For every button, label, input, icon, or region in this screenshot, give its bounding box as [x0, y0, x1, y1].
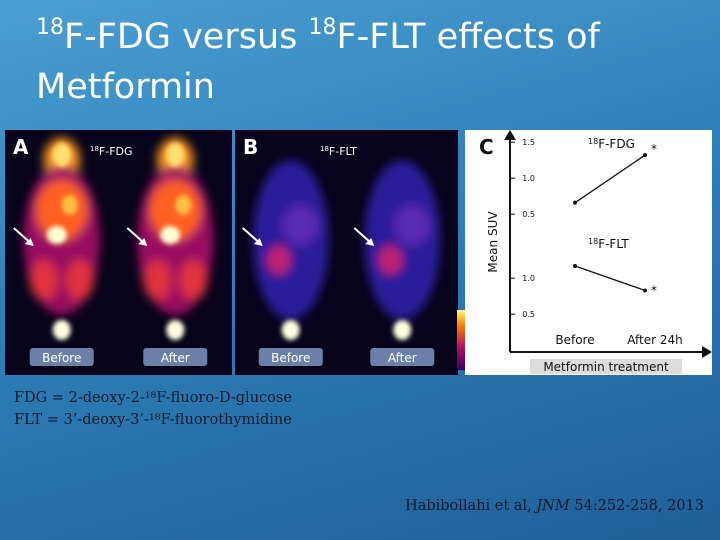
slide-title: 18F-FDG versus 18F-FLT effects of Metfor… — [36, 12, 676, 112]
blob — [29, 260, 58, 300]
image-label-bg — [258, 348, 323, 366]
superscript: 18 — [588, 137, 598, 146]
body-glow — [364, 160, 441, 320]
image-label: After — [388, 351, 417, 365]
citation: Habibollahi et al, JNM 54:252-258, 2013 — [405, 498, 704, 514]
blob — [394, 205, 431, 245]
y-tick-label: 1.5 — [522, 138, 535, 147]
image-label-bg — [29, 348, 94, 366]
body-glow — [252, 160, 329, 320]
blob — [282, 205, 319, 245]
arrow-head — [365, 238, 375, 246]
arrow-head — [24, 238, 34, 246]
blob — [65, 260, 94, 300]
data-point — [573, 200, 577, 205]
spot — [393, 320, 412, 340]
hot-spots — [46, 143, 78, 340]
pet-image — [353, 160, 441, 340]
arrow-head — [138, 238, 148, 246]
y-tick-label: 0.5 — [522, 210, 535, 219]
panel-label: B — [243, 135, 258, 159]
spot — [281, 320, 300, 340]
x-tick-label: Before — [555, 333, 594, 347]
image-label-bg — [370, 348, 435, 366]
title-text: F-FLT effects of Metformin — [36, 17, 600, 107]
image-label: Before — [42, 351, 81, 365]
arrow-head — [253, 238, 263, 246]
superscript: 18 — [90, 145, 99, 153]
spot — [175, 195, 192, 215]
superscript: 18 — [320, 145, 329, 153]
caption: FDG = 2-deoxy-2-¹⁸F-fluoro-D-glucose — [14, 390, 292, 406]
chart-title-text: F-FDG — [598, 137, 635, 151]
x-axis-label: Metformin treatment — [543, 360, 669, 374]
blob — [179, 260, 208, 300]
panel-c-bg — [465, 130, 712, 375]
spot — [46, 226, 67, 244]
y-tick-label: 0.5 — [522, 310, 535, 319]
axis-arrow — [702, 346, 712, 358]
data-point — [573, 263, 577, 268]
citation-authors: Habibollahi et al, — [405, 498, 537, 514]
tracer-name: F-FDG — [99, 145, 133, 158]
citation-details: 54:252-258, 2013 — [569, 498, 704, 514]
spot — [166, 320, 185, 340]
y-tick-label: 1.0 — [522, 174, 535, 183]
y-axis-label: Mean SUV — [486, 211, 500, 273]
pet-image — [242, 160, 329, 340]
series-line — [574, 154, 646, 204]
hot-spots — [281, 320, 300, 340]
hot-spots — [160, 143, 192, 340]
data-point — [643, 153, 647, 158]
data-point — [643, 288, 647, 293]
annotation: * — [651, 142, 657, 156]
pet-image — [13, 138, 100, 340]
caption: FLT = 3’-deoxy-3’-¹⁸F-fluorothymidine — [14, 412, 292, 428]
blob — [35, 180, 88, 240]
blob — [149, 180, 202, 240]
chart-title: 18F-FLT — [588, 237, 629, 251]
chart-title-text: F-FLT — [598, 237, 629, 251]
spot — [52, 143, 71, 167]
chart-title: 18F-FDG — [588, 137, 635, 151]
image-label: Before — [271, 351, 310, 365]
hot-spots — [393, 320, 412, 340]
y-tick-label: 1.0 — [522, 274, 535, 283]
spot — [52, 320, 71, 340]
spot — [160, 226, 181, 244]
tracer-label: 18F-FDG — [90, 145, 133, 158]
image-label: After — [161, 351, 190, 365]
superscript: 18 — [36, 15, 64, 40]
x-label-bg — [530, 359, 682, 374]
pet-image — [126, 138, 214, 340]
blob — [378, 246, 403, 274]
image-label-bg — [143, 348, 208, 366]
tracer-label: 18F-FLT — [320, 145, 357, 158]
axis-arrow — [504, 130, 516, 140]
title-text: F-FDG versus — [64, 17, 309, 57]
superscript: 18 — [588, 237, 598, 246]
series-line — [574, 265, 646, 292]
color-bar — [457, 310, 465, 370]
panel-label: C — [479, 135, 494, 159]
tracer-name: F-FLT — [329, 145, 357, 158]
blob — [266, 246, 291, 274]
superscript: 18 — [308, 15, 337, 40]
spot — [61, 195, 78, 215]
spot — [166, 143, 185, 167]
panel-label: A — [13, 135, 29, 159]
blob — [143, 260, 172, 300]
citation-journal: JNM — [536, 498, 570, 514]
x-tick-label: After 24h — [627, 333, 683, 347]
annotation: * — [651, 283, 657, 297]
